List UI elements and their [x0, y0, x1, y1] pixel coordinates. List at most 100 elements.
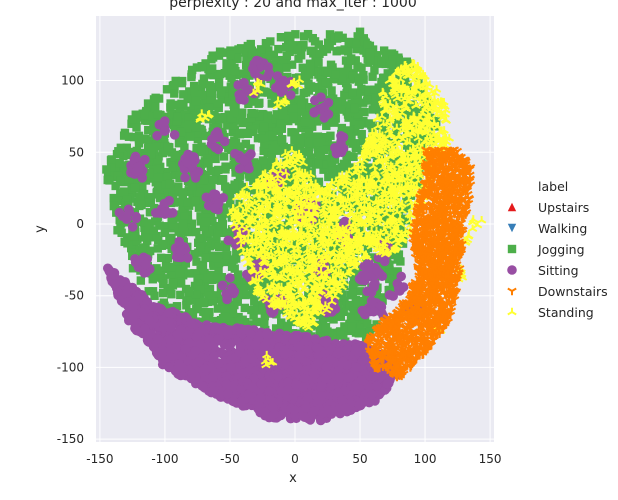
jogging-point: [180, 143, 189, 152]
sitting-point: [164, 195, 174, 206]
jogging-point: [151, 93, 160, 103]
jogging-point: [375, 149, 384, 158]
sitting-point: [110, 279, 120, 289]
jogging-point: [130, 183, 140, 192]
jogging-point: [402, 195, 411, 204]
jogging-point: [306, 153, 316, 162]
jogging-point: [150, 144, 159, 153]
jogging-point: [127, 243, 136, 253]
jogging-point: [284, 180, 293, 190]
jogging-point: [241, 139, 251, 149]
jogging-point: [220, 203, 229, 212]
jogging-point: [296, 295, 305, 304]
jogging-point: [351, 39, 360, 48]
jogging-point: [110, 197, 120, 207]
jogging-point: [165, 179, 175, 189]
jogging-point: [251, 280, 260, 290]
jogging-point: [219, 152, 229, 161]
jogging-point: [365, 48, 375, 57]
jogging-point: [184, 291, 194, 300]
jogging-point: [150, 203, 159, 213]
jogging-point: [132, 123, 141, 132]
jogging-point: [359, 70, 368, 80]
sitting-point: [368, 306, 379, 317]
jogging-point: [139, 218, 149, 227]
jogging-point: [213, 254, 222, 263]
jogging-point: [391, 128, 401, 138]
sitting-point: [234, 163, 245, 174]
jogging-point: [130, 232, 139, 241]
sitting-point: [239, 95, 249, 105]
jogging-point: [348, 280, 358, 290]
jogging-point: [198, 63, 207, 72]
sitting-point: [334, 372, 344, 383]
jogging-point: [358, 137, 367, 146]
jogging-point: [319, 145, 329, 155]
jogging-point: [182, 296, 191, 305]
jogging-point: [304, 138, 313, 148]
jogging-point: [341, 78, 351, 88]
jogging-point: [138, 184, 147, 193]
jogging-point: [337, 182, 346, 191]
sitting-point: [175, 245, 185, 256]
jogging-point: [336, 46, 345, 55]
jogging-point: [351, 56, 360, 65]
jogging-point: [357, 84, 366, 93]
sitting-point: [357, 305, 368, 316]
jogging-point: [168, 269, 177, 279]
jogging-point: [283, 322, 292, 332]
jogging-point: [216, 87, 226, 97]
jogging-point: [116, 176, 125, 185]
jogging-point: [102, 165, 111, 174]
jogging-point: [155, 193, 165, 203]
jogging-point: [305, 119, 315, 128]
jogging-point: [304, 128, 314, 138]
jogging-point: [168, 191, 178, 200]
jogging-point: [214, 266, 223, 275]
jogging-point: [255, 98, 264, 108]
jogging-point: [258, 302, 267, 311]
jogging-point: [416, 136, 426, 146]
jogging-point: [153, 266, 163, 275]
jogging-point: [167, 290, 176, 299]
jogging-point: [122, 165, 131, 175]
jogging-point: [396, 223, 405, 232]
jogging-point: [270, 92, 280, 102]
sitting-point: [285, 90, 296, 100]
jogging-point: [333, 98, 342, 108]
jogging-point: [269, 124, 279, 134]
jogging-point: [385, 266, 394, 275]
sitting-point: [194, 327, 204, 337]
sitting-point: [112, 287, 123, 298]
jogging-point: [255, 245, 264, 254]
jogging-point: [226, 82, 236, 91]
jogging-point: [411, 143, 420, 152]
jogging-point: [238, 118, 248, 128]
jogging-point: [339, 307, 348, 317]
jogging-point: [214, 99, 223, 108]
jogging-point: [131, 110, 140, 119]
jogging-point: [175, 105, 185, 114]
jogging-point: [173, 112, 182, 121]
jogging-point: [143, 116, 152, 125]
jogging-point: [260, 142, 269, 151]
jogging-point: [153, 244, 162, 253]
jogging-point: [234, 45, 243, 54]
jogging-point: [265, 162, 274, 171]
jogging-point: [296, 134, 305, 144]
sitting-point: [190, 346, 201, 356]
jogging-point: [204, 158, 213, 168]
jogging-point: [249, 287, 258, 296]
jogging-point: [269, 144, 278, 154]
sitting-point: [384, 290, 395, 300]
jogging-point: [194, 203, 204, 212]
sitting-point: [142, 335, 153, 346]
jogging-point: [145, 168, 154, 178]
jogging-point: [358, 170, 368, 180]
jogging-point: [217, 94, 227, 103]
sitting-point: [144, 315, 154, 325]
jogging-point: [207, 182, 216, 192]
jogging-point: [144, 159, 153, 169]
jogging-point: [243, 129, 253, 138]
jogging-point: [386, 60, 396, 69]
